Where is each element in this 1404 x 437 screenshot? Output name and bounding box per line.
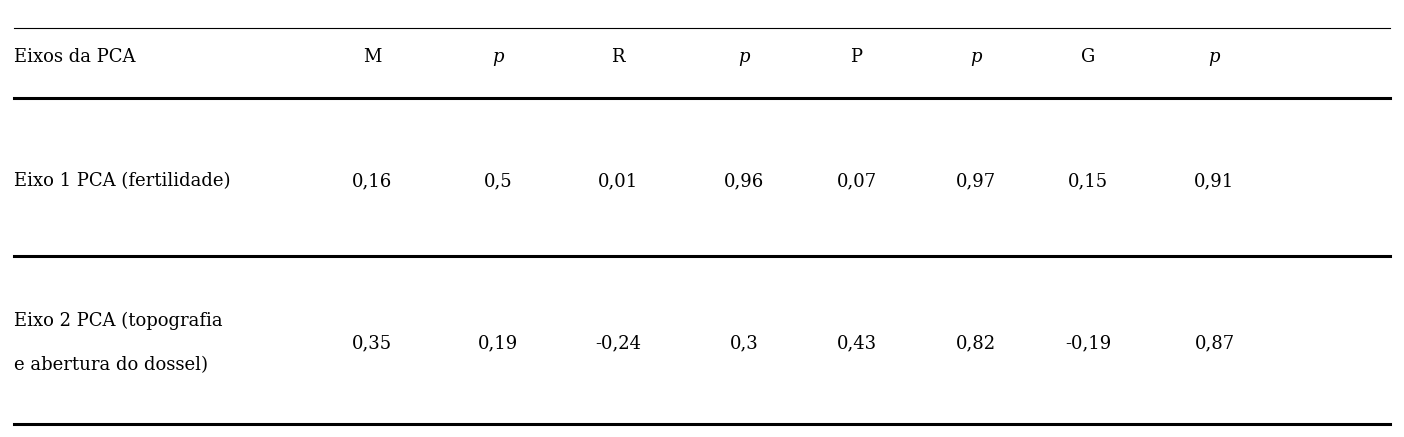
Text: P: P: [851, 48, 862, 66]
Text: 0,35: 0,35: [352, 334, 392, 352]
Text: p: p: [493, 48, 504, 66]
Text: 0,82: 0,82: [956, 334, 995, 352]
Text: 0,5: 0,5: [484, 172, 512, 191]
Text: 0,91: 0,91: [1195, 172, 1234, 191]
Text: 0,43: 0,43: [837, 334, 876, 352]
Text: -0,19: -0,19: [1066, 334, 1111, 352]
Text: 0,97: 0,97: [956, 172, 995, 191]
Text: e abertura do dossel): e abertura do dossel): [14, 356, 208, 374]
Text: R: R: [611, 48, 625, 66]
Text: 0,07: 0,07: [837, 172, 876, 191]
Text: 0,16: 0,16: [352, 172, 392, 191]
Text: G: G: [1081, 48, 1095, 66]
Text: p: p: [1209, 48, 1220, 66]
Text: p: p: [970, 48, 981, 66]
Text: -0,24: -0,24: [595, 334, 640, 352]
Text: p: p: [739, 48, 750, 66]
Text: Eixos da PCA: Eixos da PCA: [14, 48, 136, 66]
Text: 0,3: 0,3: [730, 334, 758, 352]
Text: Eixo 1 PCA (fertilidade): Eixo 1 PCA (fertilidade): [14, 172, 230, 191]
Text: M: M: [362, 48, 382, 66]
Text: 0,87: 0,87: [1195, 334, 1234, 352]
Text: 0,96: 0,96: [724, 172, 764, 191]
Text: 0,01: 0,01: [598, 172, 637, 191]
Text: 0,15: 0,15: [1068, 172, 1108, 191]
Text: Eixo 2 PCA (topografia: Eixo 2 PCA (topografia: [14, 312, 223, 330]
Text: 0,19: 0,19: [479, 334, 518, 352]
